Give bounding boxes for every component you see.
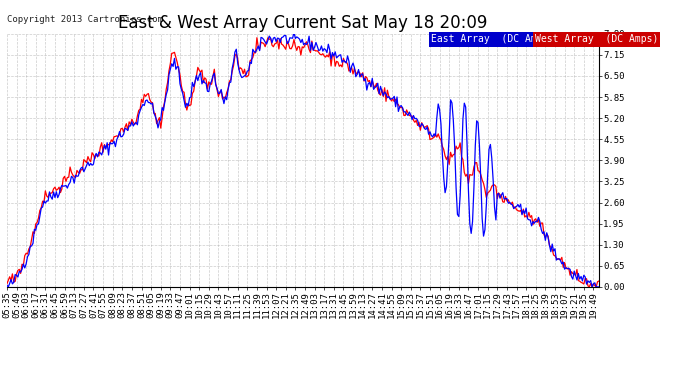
Text: West Array  (DC Amps): West Array (DC Amps) [535, 34, 658, 45]
Title: East & West Array Current Sat May 18 20:09: East & West Array Current Sat May 18 20:… [118, 14, 488, 32]
Text: Copyright 2013 Cartronics.com: Copyright 2013 Cartronics.com [7, 15, 163, 24]
Text: East Array  (DC Amps): East Array (DC Amps) [431, 34, 555, 45]
